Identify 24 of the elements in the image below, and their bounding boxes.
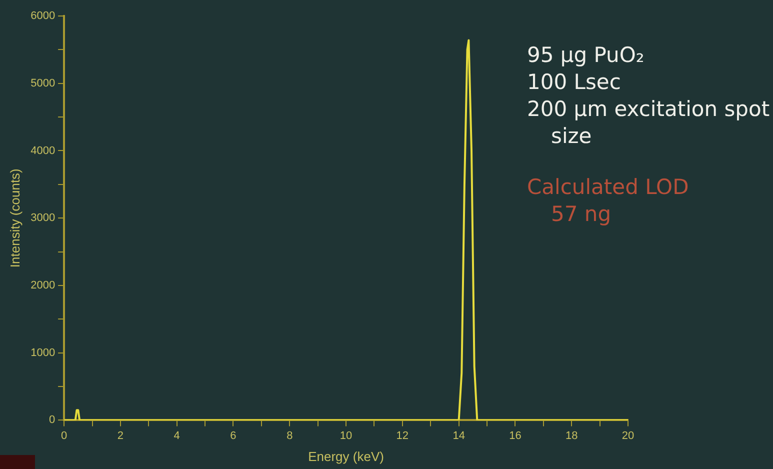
x-tick-label: 10 (340, 430, 352, 442)
annotation: 200 µm excitation spot size (527, 96, 771, 150)
y-tick-label: 4000 (30, 144, 56, 157)
annotation: Calculated LOD 57 ng (527, 174, 690, 228)
annotation: 100 Lsec (527, 69, 622, 96)
y-tick-label: 0 (48, 414, 56, 426)
x-tick-label: 16 (509, 430, 522, 442)
x-tick-label: 12 (396, 430, 409, 442)
x-tick-label: 14 (452, 430, 465, 442)
annotation: 95 µg PuO₂ (527, 42, 646, 69)
x-tick-label: 0 (61, 430, 68, 442)
y-tick-label: 2000 (30, 280, 56, 292)
y-tick-label: 3000 (30, 212, 56, 224)
y-tick-label: 6000 (30, 10, 56, 22)
x-axis-title: Energy (keV) (308, 448, 384, 464)
x-tick-label: 20 (622, 430, 634, 442)
x-tick-label: 8 (286, 430, 293, 442)
y-tick-label: 5000 (30, 77, 56, 90)
y-axis-title: Intensity (counts) (7, 168, 22, 268)
x-tick-label: 4 (174, 430, 180, 442)
x-tick-label: 2 (117, 430, 124, 442)
y-tick-label: 1000 (30, 346, 56, 359)
x-tick-label: 6 (230, 430, 236, 442)
x-tick-label: 18 (565, 430, 578, 442)
